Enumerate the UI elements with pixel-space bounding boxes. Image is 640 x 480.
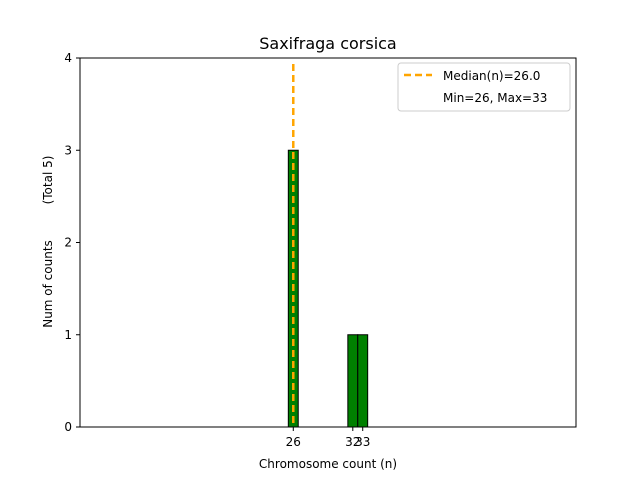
legend-box [397,62,571,112]
chart-title: Saxifraga corsica [259,34,396,53]
bar-32 [347,334,359,428]
x-tick-label-32: 32 [345,435,360,449]
legend-entry-range: Min=26, Max=33 [443,91,547,105]
x-tick-label-33: 33 [355,435,370,449]
y-axis-label: Num of counts [41,240,55,328]
legend-entry-median: Median(n)=26.0 [443,69,540,83]
y-tick-label-3: 3 [64,143,72,157]
bar-33 [357,334,369,428]
y-tick-label-1: 1 [64,328,72,342]
y-axis-total-label: (Total 5) [41,156,55,205]
y-axis-ticks: 0 1 2 3 4 [64,51,80,434]
y-tick-label-2: 2 [64,236,72,250]
x-axis-label: Chromosome count (n) [259,457,397,471]
y-tick-label-4: 4 [64,51,72,65]
legend: Median(n)=26.0 Min=26, Max=33 [397,62,571,112]
x-tick-label-26: 26 [286,435,301,449]
y-tick-label-0: 0 [64,420,72,434]
